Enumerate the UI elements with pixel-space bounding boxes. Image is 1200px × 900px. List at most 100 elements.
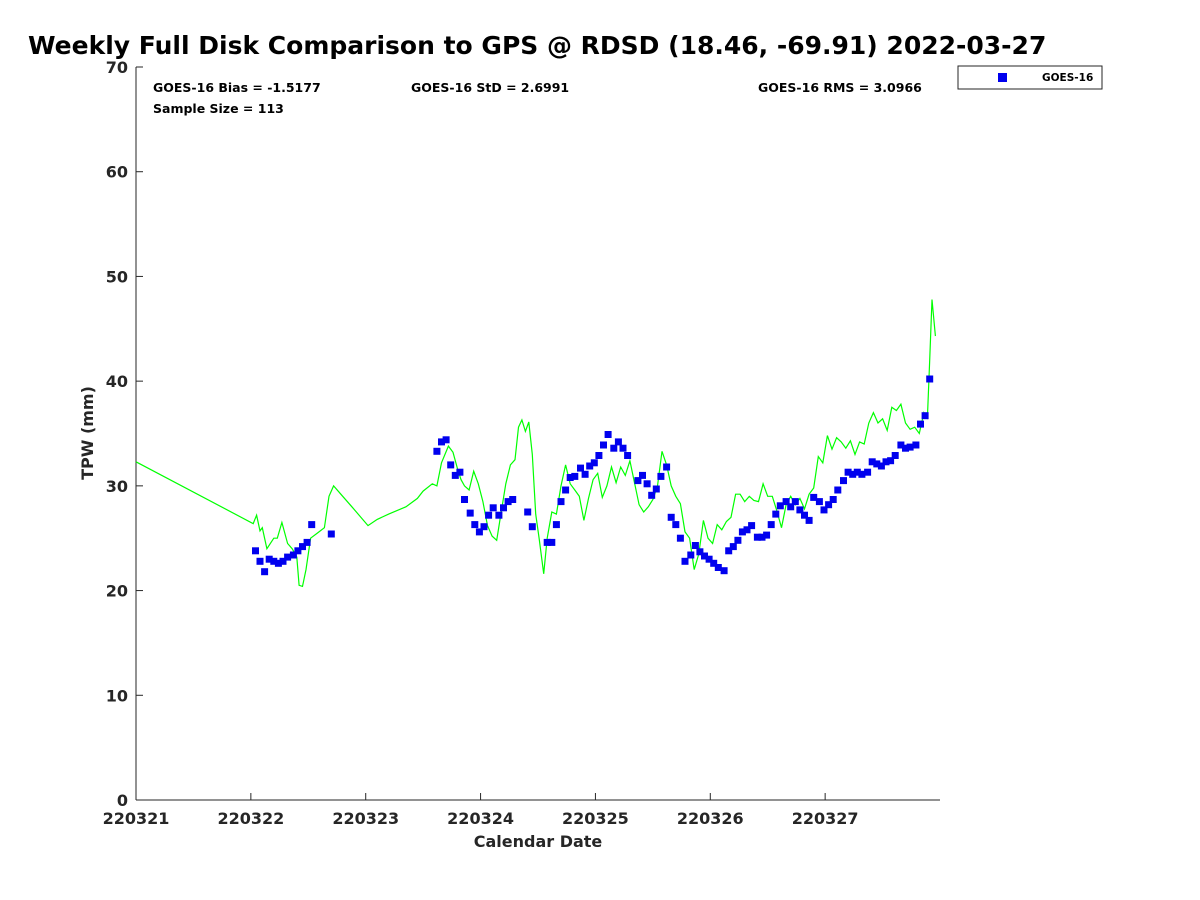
goes16-data-point — [902, 444, 909, 452]
goes16-data-point — [284, 553, 292, 561]
goes16-data-point — [734, 536, 742, 544]
goes16-data-point — [652, 485, 660, 493]
goes16-data-point — [738, 528, 746, 536]
goes16-data-point — [829, 496, 837, 503]
x-tick-label: 220327 — [792, 809, 859, 828]
goes16-data-point — [763, 531, 771, 539]
goes16-data-point — [433, 447, 441, 455]
goes16-data-point — [844, 468, 852, 476]
x-tick-label: 220323 — [332, 809, 399, 828]
legend: GOES-16 — [957, 65, 1103, 90]
goes16-data-point — [495, 511, 503, 519]
y-tick-label: 50 — [106, 267, 128, 286]
goes16-data-point — [701, 552, 708, 560]
goes16-data-point — [767, 521, 775, 529]
goes16-data-point — [787, 503, 795, 511]
goes16-data-point — [849, 470, 857, 478]
goes16-data-point — [687, 551, 695, 559]
y-tick-label: 40 — [106, 372, 128, 391]
goes16-data-point — [643, 480, 651, 488]
goes16-data-point — [882, 458, 890, 466]
goes16-data-point — [256, 557, 264, 565]
goes16-data-point — [475, 528, 483, 536]
y-tick-label: 0 — [117, 791, 128, 810]
goes16-data-point — [864, 468, 872, 476]
goes16-data-point — [696, 548, 704, 556]
goes16-data-point — [600, 441, 607, 449]
x-axis-ticks: 220321 220322 220323 220324 220325 220326 2203… — [103, 793, 859, 828]
goes16-data-point — [729, 543, 737, 551]
goes16-data-point — [691, 542, 699, 549]
goes16-data-point — [548, 538, 556, 546]
goes16-data-point — [500, 504, 507, 512]
goes16-data-point — [471, 521, 479, 529]
goes16-data-point — [303, 538, 311, 546]
goes16-data-point — [820, 506, 828, 514]
x-tick-label: 220325 — [562, 809, 629, 828]
x-tick-label: 220326 — [677, 809, 744, 828]
goes16-data-point — [748, 522, 756, 530]
goes16-data-point — [917, 420, 924, 428]
legend-marker-goes16 — [998, 73, 1007, 82]
sample-size-stat: Sample Size = 113 — [153, 101, 284, 116]
goes16-data-point — [252, 547, 259, 555]
goes16-data-point — [825, 501, 833, 509]
goes16-data-point — [720, 567, 728, 575]
goes16-data-point — [912, 441, 920, 449]
goes16-data-point — [509, 496, 517, 503]
goes16-data-point — [877, 462, 885, 470]
goes16-data-point — [327, 530, 335, 538]
goes16-data-point — [891, 452, 899, 459]
goes16-data-point — [753, 533, 761, 541]
y-tick-label: 10 — [106, 686, 128, 705]
goes16-data-point — [648, 491, 656, 499]
goes16-data-point — [810, 493, 818, 501]
goes16-data-point — [840, 477, 847, 485]
goes16-data-point — [758, 533, 766, 541]
goes16-data-point — [853, 468, 861, 476]
goes16-data-point — [489, 504, 497, 512]
goes16-data-point — [461, 496, 468, 503]
goes16-data-point — [897, 441, 905, 449]
goes16-data-point — [265, 555, 273, 563]
goes16-data-point — [590, 459, 598, 467]
goes16-data-point — [796, 506, 804, 514]
y-tick-label: 20 — [106, 582, 128, 601]
goes16-data-point — [566, 474, 574, 481]
y-tick-label: 60 — [106, 163, 128, 182]
goes16-data-point — [805, 516, 813, 524]
goes16-data-point — [714, 564, 722, 571]
goes16-data-point — [639, 471, 646, 479]
goes16-data-point — [710, 559, 718, 567]
legend-label-goes16: GOES-16 — [1042, 72, 1093, 84]
goes16-data-point — [524, 508, 532, 516]
goes16-data-point — [663, 463, 671, 471]
goes16-data-point — [279, 557, 287, 565]
goes16-scatter-series — [252, 375, 934, 576]
goes16-data-point — [868, 458, 876, 466]
plot-area: 0 10 20 30 40 50 60 70 220321 220322 220323 220324… — [103, 58, 940, 828]
goes16-data-point — [776, 502, 784, 510]
goes16-data-point — [614, 438, 622, 446]
std-stat: GOES-16 StD = 2.6991 — [411, 80, 569, 95]
goes16-data-point — [552, 521, 560, 529]
goes16-data-point — [743, 526, 751, 534]
y-axis-label: TPW (mm) — [78, 386, 97, 480]
goes16-data-point — [485, 511, 493, 519]
goes16-data-point — [562, 486, 570, 494]
goes16-data-point — [480, 523, 488, 531]
goes16-data-point — [926, 375, 934, 383]
goes16-data-point — [442, 436, 450, 444]
goes16-data-point — [676, 534, 684, 542]
goes16-data-point — [801, 511, 808, 519]
goes16-data-point — [451, 471, 459, 479]
goes16-data-point — [834, 486, 842, 494]
legend-box — [957, 65, 1103, 90]
x-tick-label: 220322 — [217, 809, 284, 828]
goes16-data-point — [466, 509, 474, 517]
goes16-data-point — [681, 557, 689, 565]
goes16-data-point — [672, 521, 680, 529]
goes16-data-point — [619, 444, 627, 452]
